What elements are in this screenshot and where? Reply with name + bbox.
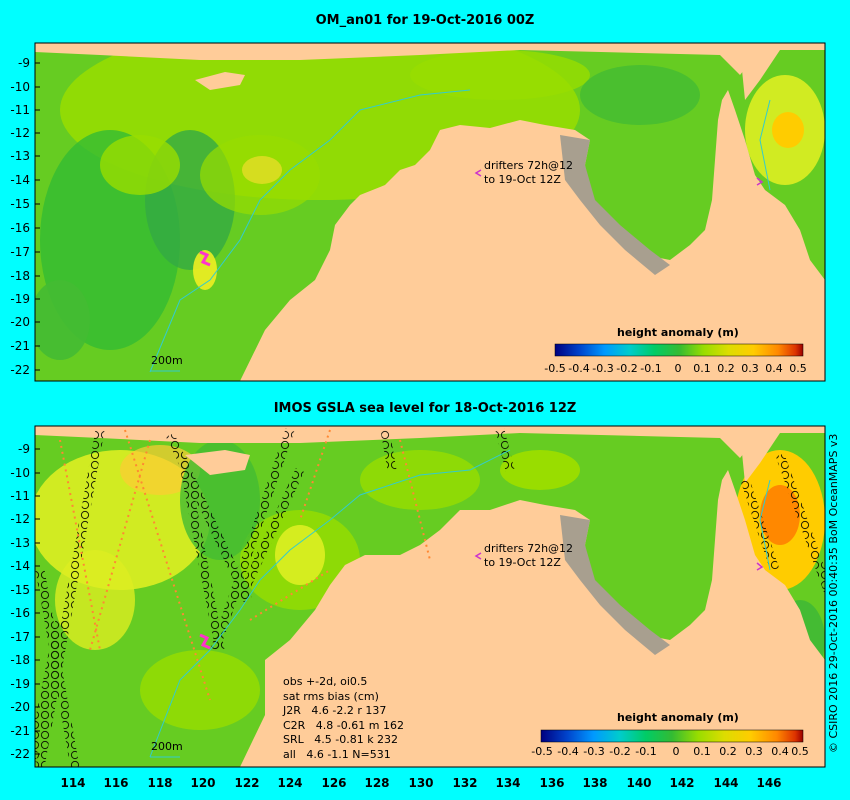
ytick-label: -10 [10,80,30,94]
ytick-label: -12 [10,512,30,526]
ytick-label: -19 [10,292,30,306]
drifters-line-1: drifters 72h@12 [484,542,574,555]
ytick-label: -21 [10,724,30,738]
colorbar-label: -0.2 [609,745,631,758]
ytick-label: -17 [10,630,30,644]
stats-row: all 4.6 -1.1 N=531 [283,747,391,761]
title-panel-1: OM_an01 for 19-Oct-2016 00Z [315,13,535,28]
ytick-label: -16 [10,606,30,620]
colorbar-label: -0.1 [635,745,657,758]
drifters-line-1: drifters 72h@12 [484,159,574,172]
xtick-label: 116 [103,776,129,790]
ytick-label: -19 [10,677,30,691]
map-panel-1 [35,43,825,381]
colorbar-label: -0.3 [592,362,614,375]
ytick-label: -14 [10,173,30,187]
ytick-label: -16 [10,221,30,235]
drifters-annotation-2: drifters 72h@12 to 19-Oct 12Z [484,542,573,570]
xtick-label: 146 [756,776,782,790]
contour-label-1: 200m [151,354,183,367]
map-panel-2 [35,426,825,767]
colorbar-title-2: height anomaly (m) [617,711,739,724]
colorbar-2 [540,729,804,743]
xtick-label: 128 [364,776,390,790]
satellite-tracks [35,428,825,767]
colorbar-label: 0.4 [765,362,783,375]
colorbar-1 [554,343,804,357]
ytick-label: -10 [10,466,30,480]
title-panel-2: IMOS GSLA sea level for 18-Oct-2016 12Z [273,401,577,416]
stats-block: obs +-2d, oi0.5 sat rms bias (cm) J2R 4.… [283,675,404,762]
xtick-label: 138 [582,776,608,790]
xtick-label: 122 [234,776,260,790]
colorbar-label: 0.5 [789,362,807,375]
colorbar-label: 0.1 [693,362,711,375]
ytick-label: -15 [10,197,30,211]
ytick-label: -17 [10,245,30,259]
colorbar-label: 0.5 [791,745,809,758]
colorbar-title-1: height anomaly (m) [617,326,739,339]
xtick-label: 120 [190,776,216,790]
xtick-label: 140 [626,776,652,790]
ytick-label: -9 [18,442,30,456]
colorbar-label: -0.4 [557,745,579,758]
drifters-annotation-1: drifters 72h@12 to 19-Oct 12Z [484,159,573,187]
xtick-label: 130 [408,776,434,790]
colorbar-label: -0.3 [583,745,605,758]
colorbar-label: 0.3 [745,745,763,758]
stats-header: sat rms bias (cm) [283,689,379,703]
ytick-label: -11 [10,103,30,117]
ytick-label: -11 [10,489,30,503]
xtick-label: 126 [321,776,347,790]
colorbar-label: 0 [674,362,682,375]
colorbar-label: 0.4 [771,745,789,758]
ytick-label: -22 [10,363,30,377]
ytick-label: -12 [10,126,30,140]
ytick-label: -22 [10,747,30,761]
colorbar-label: 0.3 [741,362,759,375]
stats-row: SRL 4.5 -0.81 k 232 [283,733,399,746]
ytick-label: -20 [10,700,30,714]
ytick-label: -21 [10,339,30,353]
contour-label-2: 200m [151,740,183,753]
drifters-line-2: to 19-Oct 12Z [484,556,561,569]
colorbar-label: 0 [672,745,680,758]
xtick-label: 124 [277,776,303,790]
credit-text: © CSIRO 2016 29-Oct-2016 00:40:35 BoM Oc… [827,433,840,753]
xtick-label: 118 [147,776,173,790]
colorbar-label: -0.5 [531,745,553,758]
xtick-label: 134 [495,776,521,790]
stats-row: J2R 4.6 -2.2 r 137 [283,704,387,717]
xtick-label: 132 [452,776,478,790]
colorbar-label: -0.2 [616,362,638,375]
colorbar-label: 0.2 [719,745,737,758]
colorbar-label: -0.4 [568,362,590,375]
stats-header: obs +-2d, oi0.5 [283,675,368,688]
ytick-label: -13 [10,149,30,163]
stats-row: C2R 4.8 -0.61 m 162 [283,718,404,732]
colorbar-label: 0.2 [717,362,735,375]
colorbar-label: 0.1 [693,745,711,758]
ytick-label: -15 [10,583,30,597]
ytick-label: -18 [10,653,30,667]
xtick-label: 114 [60,776,86,790]
ytick-label: -9 [18,56,30,70]
colorbar-label: -0.5 [544,362,566,375]
ytick-label: -14 [10,559,30,573]
ytick-label: -18 [10,269,30,283]
xtick-label: 144 [713,776,739,790]
ytick-label: -13 [10,536,30,550]
ytick-label: -20 [10,315,30,329]
xtick-label: 136 [539,776,565,790]
colorbar-label: -0.1 [640,362,662,375]
xtick-label: 142 [669,776,695,790]
drifters-line-2: to 19-Oct 12Z [484,173,561,186]
